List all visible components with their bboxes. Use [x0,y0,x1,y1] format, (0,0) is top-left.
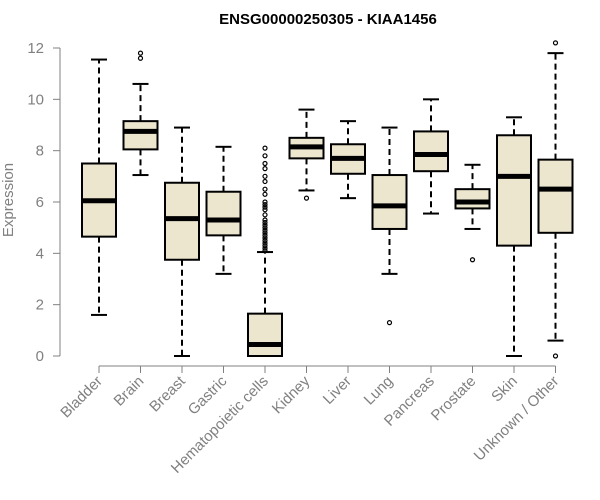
box-prostate [454,163,491,263]
outlier-point [262,227,268,233]
box-skin [496,116,532,357]
outlier-point [262,212,268,218]
outlier-point [262,230,268,236]
outlier-point [262,232,268,238]
box-kidney [288,108,325,201]
outlier-point [262,145,268,151]
outlier-point [552,353,559,359]
x-tick-label: Kidney [269,372,314,417]
box-gastric [205,145,242,275]
y-tick-label: 8 [36,143,44,160]
chart-title: ENSG00000250305 - KIAA1456 [219,11,437,28]
outlier-point [262,178,268,185]
y-axis-label: Expression [0,163,17,237]
x-tick-label: Breast [146,372,189,415]
x-tick-label: Skin [488,373,521,406]
y-tick-label: 6 [36,194,44,211]
box-bladder [81,58,117,316]
iqr-box [164,181,200,261]
outlier-point [262,217,268,223]
iqr-box [371,174,408,230]
iqr-box [247,312,283,357]
outlier-point [262,204,268,210]
outlier-point [262,219,268,226]
x-tick-label: Bladder [57,373,106,422]
box-brain [122,50,159,177]
box-unknown-other [537,40,574,359]
y-tick-label: 4 [36,245,44,262]
outlier-point [262,225,268,231]
outlier-point [262,166,268,172]
outlier-point [137,55,144,61]
outlier-point [262,153,268,159]
box-hematopoietic-cells [247,145,283,357]
box-liver [330,120,366,200]
outlier-point [262,222,268,228]
x-tick-label: Liver [320,373,355,408]
outlier-point [303,195,310,201]
outlier-point [552,40,559,46]
x-tick-label: Prostate [428,373,480,425]
box-pancreas [413,98,449,215]
y-tick-label: 2 [36,297,44,314]
y-tick-label: 12 [27,40,44,57]
outlier-point [386,320,393,326]
iqr-box [496,134,532,247]
outlier-point [262,243,268,249]
iqr-box [413,130,449,173]
y-tick-label: 10 [27,91,44,108]
outlier-point [137,50,144,56]
x-tick-label: Brain [111,373,148,410]
box-series [81,40,574,359]
outlier-point [262,201,268,208]
iqr-box [537,158,574,234]
outlier-point [262,235,268,241]
outlier-point [262,199,268,205]
outlier-point [262,248,268,254]
y-axis: 0 2 4 6 8 10 12 [27,40,61,365]
y-tick-label: 0 [36,348,44,365]
box-breast [164,126,200,357]
outlier-point [262,186,268,192]
outlier-point [262,240,268,246]
iqr-box [205,190,242,237]
outlier-point [262,245,268,251]
iqr-box [122,120,159,151]
outlier-point [262,173,268,179]
box-lung [371,126,408,326]
outlier-point [262,160,268,167]
outlier-point [262,191,268,197]
outlier-point [262,207,268,213]
outlier-point [469,257,476,263]
outlier-point [262,237,268,244]
iqr-box [454,188,491,210]
x-tick-label: Lung [361,373,397,409]
